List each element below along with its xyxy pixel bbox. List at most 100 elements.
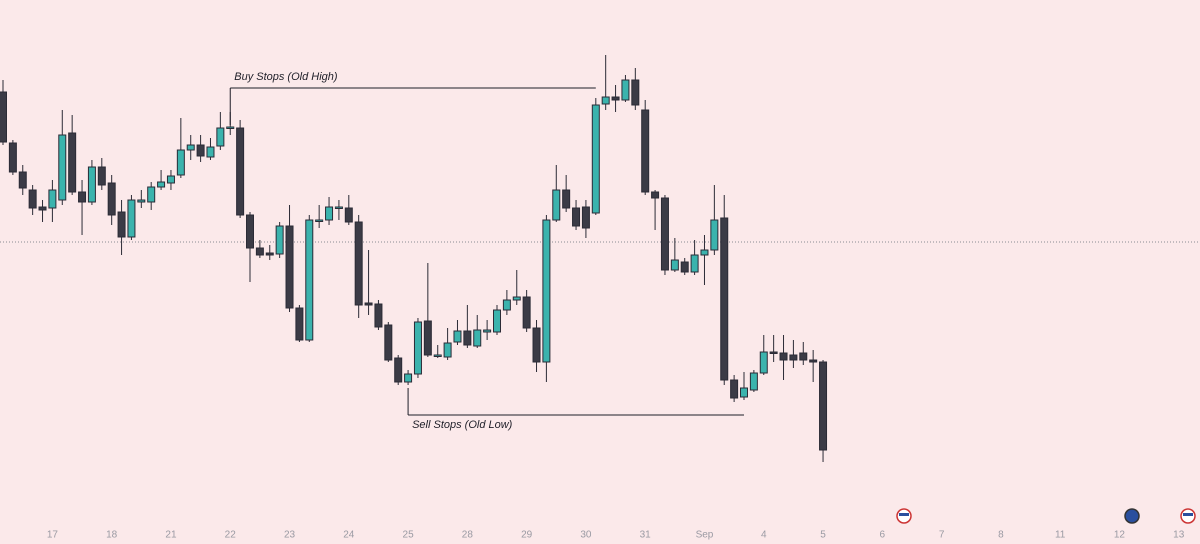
bull-body [157,181,166,188]
bear-body [651,191,660,199]
bear-body [463,330,472,346]
bull-body [453,330,462,343]
bear-body [562,189,571,209]
bull-body [325,206,334,221]
bear-body [97,166,106,186]
x-tick-label: 24 [343,530,355,541]
bull-body [147,186,156,203]
x-tick-label: 17 [47,530,59,541]
bull-body [502,299,511,311]
x-tick-label: 29 [521,530,533,541]
bear-body [581,206,590,229]
event-icon[interactable] [896,508,912,524]
bear-body [107,182,116,216]
x-tick-label: 6 [880,530,886,541]
bull-body [166,175,175,184]
bear-body [720,217,729,381]
x-tick-label: 8 [998,530,1004,541]
x-tick-label: 7 [939,530,945,541]
bull-body [443,342,452,358]
x-tick-label: 23 [284,530,296,541]
bear-body [0,91,7,143]
bull-body [226,126,235,129]
bear-body [285,225,294,309]
bull-body [759,351,768,374]
bull-body [700,249,709,256]
bull-body [176,149,185,176]
bear-body [28,189,37,209]
bear-body [295,307,304,341]
bear-body [196,144,205,157]
bear-body [78,191,87,203]
bull-body [186,144,195,151]
bear-body [769,351,778,354]
bull-body [87,166,96,203]
bear-body [255,247,264,256]
event-icon[interactable] [1124,508,1140,524]
bear-body [799,352,808,361]
bull-body [127,199,136,238]
bear-body [364,302,373,306]
bull-body [275,225,284,255]
bull-body [749,372,758,391]
bull-body [473,329,482,347]
bull-body [710,219,719,251]
bull-body [413,321,422,375]
x-tick-label: 18 [106,530,118,541]
bear-body [680,261,689,273]
bear-body [730,379,739,399]
bull-body [404,373,413,383]
x-tick-label: 21 [165,530,177,541]
bear-body [660,197,669,271]
bear-body [117,211,126,238]
x-tick-label: Sep [696,530,714,541]
bull-body [670,259,679,271]
annotation-label: Sell Stops (Old Low) [412,419,513,431]
bear-body [246,214,254,249]
bear-body [38,206,47,211]
bear-body [354,221,363,306]
bear-body [394,357,403,383]
bear-body [236,127,245,216]
bear-body [8,142,17,173]
bear-body [779,352,788,361]
bear-body [68,132,77,193]
bear-body [611,96,620,101]
bear-body [572,207,581,227]
bull-body [433,354,442,357]
bull-body [542,219,551,363]
bear-body [532,327,541,363]
bull-body [740,387,748,398]
bull-body [621,79,630,101]
x-tick-label: 11 [1055,530,1066,541]
bear-body [423,320,432,356]
bull-body [334,206,343,209]
bull-body [483,329,492,333]
bull-body [206,146,215,158]
bull-body [552,189,561,221]
bull-body [601,96,610,105]
bear-body [819,361,828,451]
bull-body [216,127,225,147]
bear-body [641,109,650,193]
bull-body [58,134,67,201]
x-tick-label: 4 [761,530,767,541]
annotation-label: Buy Stops (Old High) [234,71,338,83]
bull-body [48,189,57,209]
bull-body [137,199,146,203]
bull-body [512,296,521,301]
bear-body [789,354,798,361]
bull-body [591,104,600,214]
x-tick-label: 22 [225,530,237,541]
bear-body [809,359,818,363]
bear-body [522,296,531,329]
bull-body [690,254,699,273]
bear-body [384,324,393,361]
event-icon[interactable] [1180,508,1196,524]
bull-body [315,219,324,222]
bear-body [265,252,274,256]
bear-body [18,171,27,189]
